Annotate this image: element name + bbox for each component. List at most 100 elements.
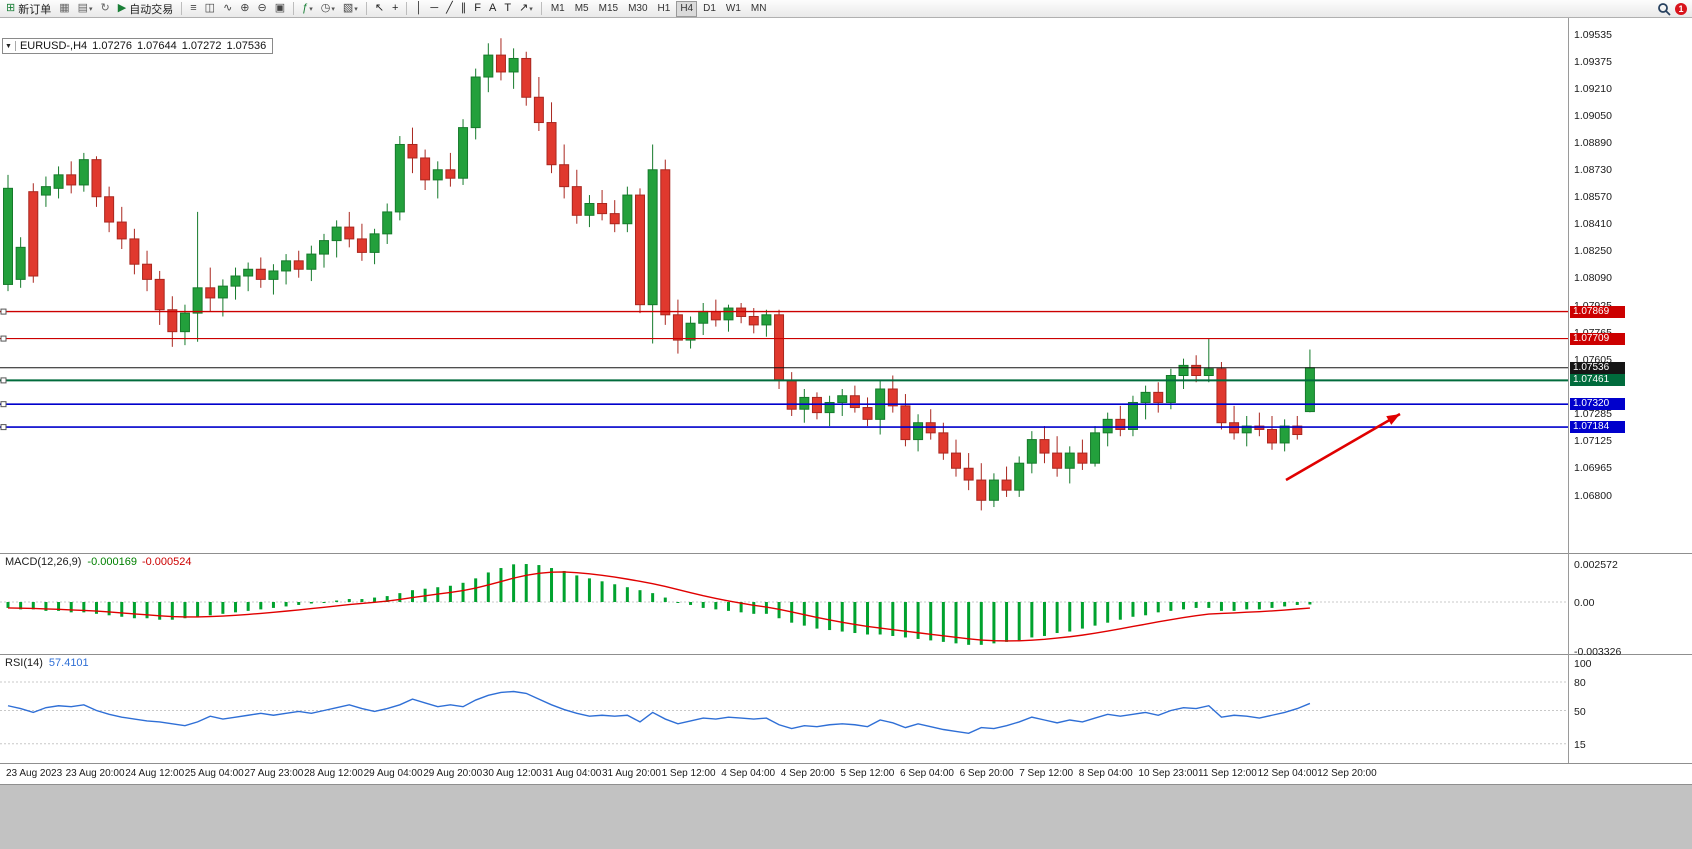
auto-trading-button[interactable]: ▶ 自动交易 xyxy=(115,0,176,17)
panel-divider-macd[interactable] xyxy=(0,553,1692,554)
candle xyxy=(293,260,304,270)
time-axis-label: 10 Sep 23:00 xyxy=(1138,768,1198,779)
collapse-chart-icon[interactable]: ▼ xyxy=(5,42,12,50)
channel-button[interactable]: ∥ xyxy=(458,0,470,17)
arrows-button[interactable]: ↗ ▾ xyxy=(516,0,536,17)
tile-windows-button[interactable]: ▣ xyxy=(272,0,288,17)
timeframe-m30-button[interactable]: M30 xyxy=(628,2,648,14)
periods-button[interactable]: ◷ ▾ xyxy=(318,0,338,17)
timeframe-h1-button[interactable]: H1 xyxy=(657,2,671,14)
time-axis-label: 6 Sep 20:00 xyxy=(959,768,1014,779)
candle xyxy=(1115,418,1126,430)
price-tag[interactable]: 1.07461 xyxy=(1570,374,1625,387)
macd-axis-label: -0.003326 xyxy=(1574,646,1622,659)
timeframe-m5-button[interactable]: M5 xyxy=(574,2,589,14)
templates-button[interactable]: ▧ ▾ xyxy=(340,0,361,17)
label-button[interactable]: T xyxy=(501,0,514,17)
indicators-button[interactable]: ƒ ▾ xyxy=(299,0,316,17)
timeframe-w1-button[interactable]: W1 xyxy=(725,2,741,14)
macd-histogram-bar xyxy=(512,564,516,602)
price-tag[interactable]: 1.07536 xyxy=(1570,361,1625,374)
zoom-in-icon: ⊕ xyxy=(240,2,250,14)
timeframe-m1-button[interactable]: M1 xyxy=(550,2,565,14)
time-axis-label: 4 Sep 20:00 xyxy=(780,768,835,779)
channel-icon: ∥ xyxy=(460,2,467,14)
candle xyxy=(167,309,178,333)
candle xyxy=(306,253,317,270)
macd-signal-line xyxy=(7,571,1310,642)
macd-histogram-bar xyxy=(1295,602,1299,605)
chart-area: ▼ EURUSD-,H4 1.07276 1.07644 1.07272 1.0… xyxy=(0,18,1692,784)
trendline-button[interactable]: ╱ xyxy=(443,0,456,17)
horizontal-line-button[interactable]: ─ xyxy=(427,0,441,17)
rsi-axis-label: 100 xyxy=(1574,658,1592,670)
candle xyxy=(546,122,557,166)
price-axis-label: 1.08890 xyxy=(1574,137,1612,150)
zoom-out-button[interactable]: ⊖ xyxy=(255,0,270,17)
candle xyxy=(78,159,89,186)
line-handle[interactable] xyxy=(0,401,7,408)
line-handle[interactable] xyxy=(0,308,7,315)
chart-window-button[interactable]: ▦ xyxy=(56,0,72,17)
candlestick-chart-button[interactable]: ◫ xyxy=(202,0,218,17)
timeframe-mn-button[interactable]: MN xyxy=(750,2,767,14)
time-axis-label: 28 Aug 12:00 xyxy=(304,768,363,779)
toolbar-separator xyxy=(293,2,295,15)
macd-histogram-bar xyxy=(120,602,124,617)
line-handle[interactable] xyxy=(0,335,7,342)
macd-histogram-bar xyxy=(234,602,238,613)
candle xyxy=(432,169,443,181)
timeframe-d1-button[interactable]: D1 xyxy=(703,2,716,14)
price-axis-label: 1.06965 xyxy=(1574,462,1612,475)
macd-histogram-bar xyxy=(878,602,882,635)
fibonacci-icon: F xyxy=(474,2,481,14)
toolbar-buttons: ⊞ 新订单 ▦ ▤ ▾ ↻ ▶ 自动交易 ≡ ◫ ∿ ⊕ ⊖ ▣ ƒ ▾ ◷ ▾ ▧ ▾ ↖ + │ ─ ╱ ∥ F A T ↗ ▾ M1 M5… xyxy=(0,0,1657,17)
dropdown-caret-icon: ▾ xyxy=(89,5,93,13)
vertical-line-button[interactable]: │ xyxy=(412,0,425,17)
fibonacci-button[interactable]: F xyxy=(471,0,484,17)
price-axis-label: 1.09050 xyxy=(1574,110,1612,123)
cursor-button[interactable]: ↖ xyxy=(372,0,387,17)
macd-histogram-bar xyxy=(1257,602,1261,610)
timeframe-h4-button[interactable]: H4 xyxy=(676,0,698,17)
zoom-in-button[interactable]: ⊕ xyxy=(237,0,252,17)
price-tag[interactable]: 1.07184 xyxy=(1570,421,1625,434)
time-axis-label: 23 Aug 20:00 xyxy=(65,768,125,779)
macd-histogram-bar xyxy=(1245,602,1249,610)
candle xyxy=(1279,425,1290,444)
macd-axis-label: 0.002572 xyxy=(1574,559,1618,571)
horizontal-lines-group xyxy=(0,308,1568,431)
trend-arrow-annotation[interactable] xyxy=(1285,412,1401,482)
timeframe-m15-button[interactable]: M15 xyxy=(598,2,619,14)
notification-badge[interactable]: 1 xyxy=(1675,2,1687,15)
line-handle[interactable] xyxy=(0,424,7,431)
refresh-button[interactable]: ↻ xyxy=(98,0,113,17)
line-handle[interactable] xyxy=(0,377,7,384)
candle xyxy=(1216,368,1227,424)
candle xyxy=(470,76,481,129)
macd-histogram-bar xyxy=(714,602,718,610)
search-icon[interactable] xyxy=(1657,2,1671,16)
time-axis-label: 29 Aug 20:00 xyxy=(423,768,483,779)
macd-histogram-bar xyxy=(1283,602,1287,607)
trend-arrow-head[interactable] xyxy=(1386,414,1400,425)
macd-histogram-bar xyxy=(271,602,275,608)
price-tag[interactable]: 1.07709 xyxy=(1570,332,1625,345)
price-tag[interactable]: 1.07320 xyxy=(1570,398,1625,411)
crosshair-icon: + xyxy=(392,2,399,14)
line-chart-button[interactable]: ∿ xyxy=(220,0,235,17)
macd-histogram-bar xyxy=(1106,602,1110,623)
macd-histogram-bar xyxy=(69,602,73,613)
text-button[interactable]: A xyxy=(486,0,499,17)
price-tag[interactable]: 1.07869 xyxy=(1570,305,1625,318)
bar-chart-button[interactable]: ≡ xyxy=(187,0,199,17)
profiles-button[interactable]: ▤ ▾ xyxy=(75,0,96,17)
candle xyxy=(1039,439,1050,454)
label-icon: T xyxy=(504,2,512,14)
candle xyxy=(15,246,26,280)
panel-divider-rsi[interactable] xyxy=(0,654,1692,655)
time-axis-label: 31 Aug 04:00 xyxy=(542,768,602,779)
new-order-button[interactable]: ⊞ 新订单 xyxy=(3,0,54,17)
arrows-icon: ↗ xyxy=(519,2,529,14)
crosshair-button[interactable]: + xyxy=(389,0,401,17)
